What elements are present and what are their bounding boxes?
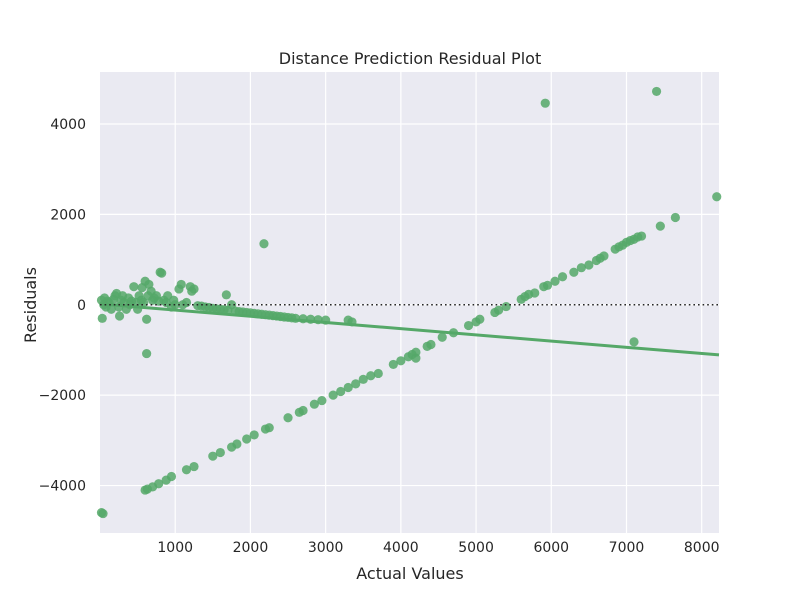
data-point — [181, 297, 192, 308]
y-tick-label: 2000 — [50, 207, 86, 223]
x-tick-label: 1000 — [157, 540, 193, 556]
data-point — [584, 260, 594, 270]
data-point — [557, 272, 568, 282]
data-point — [576, 263, 586, 273]
data-point — [249, 430, 259, 440]
data-point — [599, 251, 609, 261]
data-point — [139, 297, 149, 308]
data-point — [336, 386, 346, 397]
data-point — [396, 356, 406, 366]
data-point — [636, 231, 647, 241]
data-point — [448, 328, 459, 338]
data-point — [328, 390, 338, 400]
data-point — [358, 374, 368, 384]
data-point — [712, 192, 722, 202]
regression-layer — [99, 302, 720, 357]
data-point — [321, 315, 331, 325]
y-tick-label: −4000 — [39, 479, 86, 495]
data-point — [208, 451, 218, 461]
y-tick-label: 4000 — [50, 117, 86, 133]
x-tick-label: 6000 — [533, 540, 569, 556]
data-point — [343, 382, 353, 393]
chart-title: Distance Prediction Residual Plot — [279, 49, 541, 68]
x-tick-label: 3000 — [308, 540, 344, 556]
data-point — [305, 314, 316, 324]
data-point — [569, 267, 579, 277]
data-point — [475, 314, 485, 324]
data-point — [347, 317, 357, 327]
data-point — [501, 301, 511, 312]
tick-label-layer: 1000 2000 3000 4000 5000 6000 7000 8000 −4000 −20… — [39, 117, 720, 556]
data-point — [264, 423, 274, 433]
data-point — [98, 508, 108, 519]
data-point — [181, 465, 192, 475]
data-point — [97, 313, 107, 323]
x-tick-label: 2000 — [233, 540, 269, 556]
data-point — [283, 413, 293, 423]
data-point — [351, 379, 361, 389]
data-point — [142, 348, 152, 359]
regression-line — [99, 302, 720, 357]
y-axis-label: Residuals — [21, 267, 40, 343]
data-point — [388, 359, 398, 370]
data-point — [437, 332, 447, 342]
data-point — [259, 239, 269, 249]
data-point — [106, 304, 116, 314]
data-point — [298, 314, 308, 324]
y-tick-label: −2000 — [39, 388, 86, 404]
data-point — [290, 313, 301, 323]
data-point — [166, 471, 177, 482]
data-point — [298, 405, 308, 416]
data-point — [313, 315, 323, 325]
x-tick-label: 7000 — [609, 540, 645, 556]
points-layer — [96, 86, 722, 519]
data-point — [670, 212, 680, 223]
data-point — [655, 221, 665, 231]
data-point — [215, 447, 225, 458]
data-point — [142, 314, 152, 324]
data-point — [157, 268, 167, 278]
data-point — [129, 282, 139, 292]
x-tick-label: 5000 — [458, 540, 494, 556]
data-point — [411, 353, 421, 363]
data-point — [426, 339, 436, 350]
data-point — [154, 479, 164, 489]
data-point — [232, 439, 242, 449]
data-point — [242, 434, 252, 444]
data-point — [366, 371, 376, 381]
data-point — [530, 288, 540, 298]
x-tick-label: 8000 — [684, 540, 720, 556]
data-point — [629, 337, 639, 347]
data-point — [189, 461, 199, 472]
data-point — [540, 98, 550, 108]
x-tick-label: 4000 — [383, 540, 419, 556]
x-axis-label: Actual Values — [356, 564, 463, 583]
data-point — [133, 304, 143, 314]
y-tick-label: 0 — [77, 298, 86, 314]
data-point — [114, 311, 125, 321]
data-point — [170, 300, 180, 310]
data-point — [651, 86, 662, 97]
data-point — [550, 276, 560, 286]
data-point — [494, 305, 504, 315]
data-point — [542, 280, 553, 290]
data-point — [221, 290, 231, 300]
data-point — [309, 399, 319, 409]
data-point — [463, 320, 474, 331]
data-point — [317, 395, 327, 406]
data-point — [373, 368, 383, 379]
data-point — [189, 284, 199, 294]
data-point — [176, 279, 186, 290]
